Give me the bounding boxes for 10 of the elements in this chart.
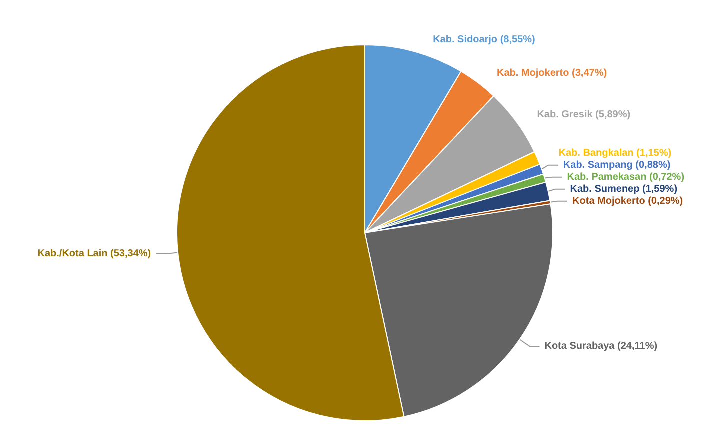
slice-label: Kab. Sumenep (1,59%) <box>570 184 678 195</box>
slice-label: Kota Mojokerto (0,29%) <box>572 196 684 207</box>
slice-label: Kab. Sampang (0,88%) <box>563 160 671 171</box>
slice-label: Kab. Pamekasan (0,72%) <box>567 172 685 183</box>
slice-label: Kab. Gresik (5,89%) <box>537 110 631 121</box>
slice-label: Kab. Mojokerto (3,47%) <box>497 68 608 79</box>
slice-label: Kab./Kota Lain (53,34%) <box>38 248 152 260</box>
slice-label: Kab. Sidoarjo (8,55%) <box>433 34 536 46</box>
slice-label: Kab. Bangkalan (1,15%) <box>558 148 672 159</box>
slice-label: Kota Surabaya (24,11%) <box>544 340 658 352</box>
